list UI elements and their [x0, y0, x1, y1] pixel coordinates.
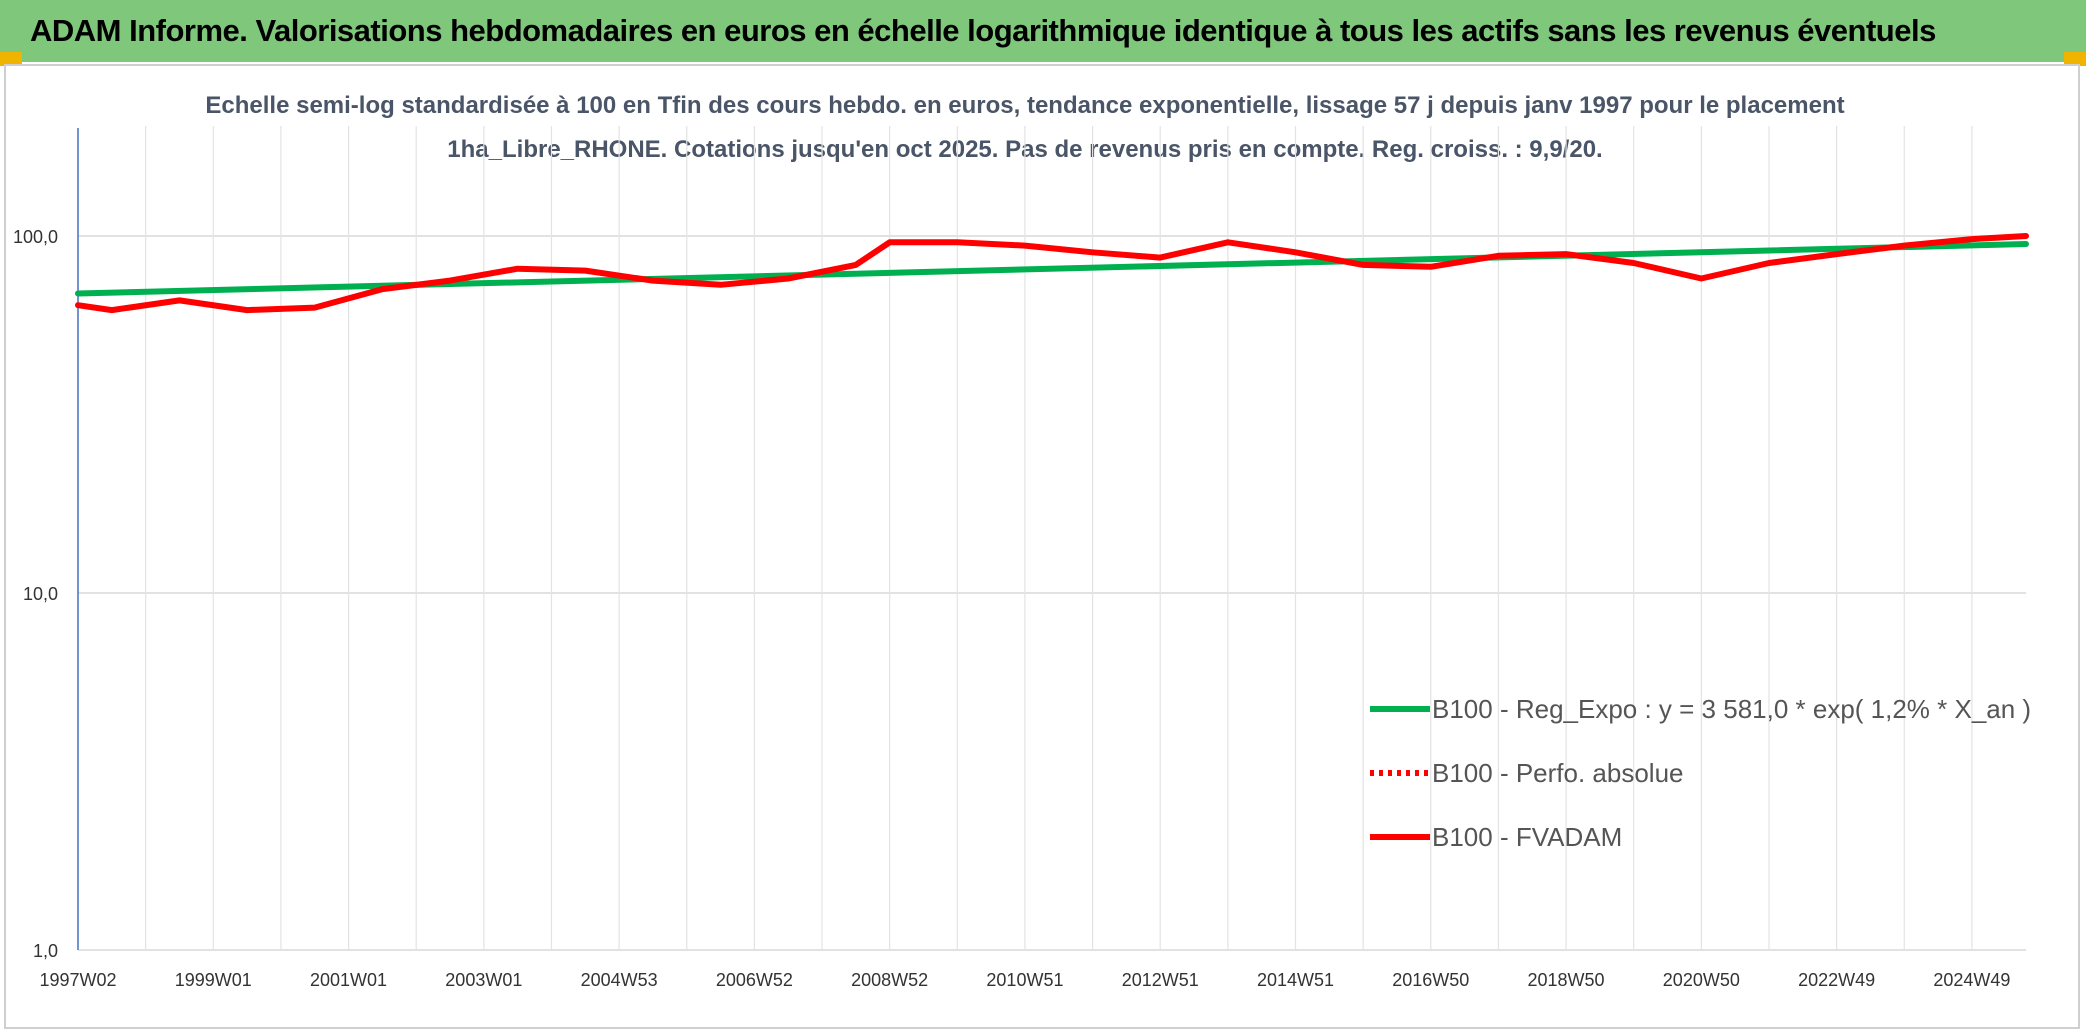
legend-label: B100 - Perfo. absolue	[1432, 758, 1684, 788]
x-tick-label: 2014W51	[1257, 970, 1334, 990]
legend-label: B100 - FVADAM	[1432, 822, 1622, 852]
legend-label: B100 - Reg_Expo : y = 3 581,0 * exp( 1,2…	[1432, 694, 2031, 724]
x-tick-label: 1999W01	[175, 970, 252, 990]
fvadam-line	[75, 233, 2029, 314]
chart-frame	[4, 64, 2080, 1029]
x-tick-label: 2001W01	[310, 970, 387, 990]
corner-marker	[0, 52, 22, 66]
x-tick-label: 2003W01	[445, 970, 522, 990]
x-tick-label: 2008W52	[851, 970, 928, 990]
x-tick-label: 2006W52	[716, 970, 793, 990]
series-lines	[75, 233, 2029, 314]
x-tick-label: 1997W02	[39, 970, 116, 990]
report-banner: ADAM Informe. Valorisations hebdomadaire…	[0, 0, 2086, 62]
legend: B100 - Reg_Expo : y = 3 581,0 * exp( 1,2…	[1370, 694, 2031, 852]
x-tick-label: 2010W51	[986, 970, 1063, 990]
x-tick-label: 2024W49	[1933, 970, 2010, 990]
x-tick-label: 2016W50	[1392, 970, 1469, 990]
y-tick-label: 1,0	[33, 941, 58, 961]
corner-marker	[2064, 52, 2086, 66]
y-tick-label: 10,0	[23, 584, 58, 604]
x-tick-label: 2018W50	[1528, 970, 1605, 990]
x-tick-label: 2022W49	[1798, 970, 1875, 990]
y-tick-label: 100,0	[13, 227, 58, 247]
x-tick-label: 2012W51	[1122, 970, 1199, 990]
x-tick-label: 2020W50	[1663, 970, 1740, 990]
x-axis-ticks: 1997W02 1999W01 2001W01 2003W01 2004W53 2006W…	[39, 970, 2010, 990]
y-axis-ticks: 100,0 10,0 1,0	[13, 227, 58, 961]
report-title: ADAM Informe. Valorisations hebdomadaire…	[30, 13, 1936, 48]
x-tick-label: 2004W53	[581, 970, 658, 990]
